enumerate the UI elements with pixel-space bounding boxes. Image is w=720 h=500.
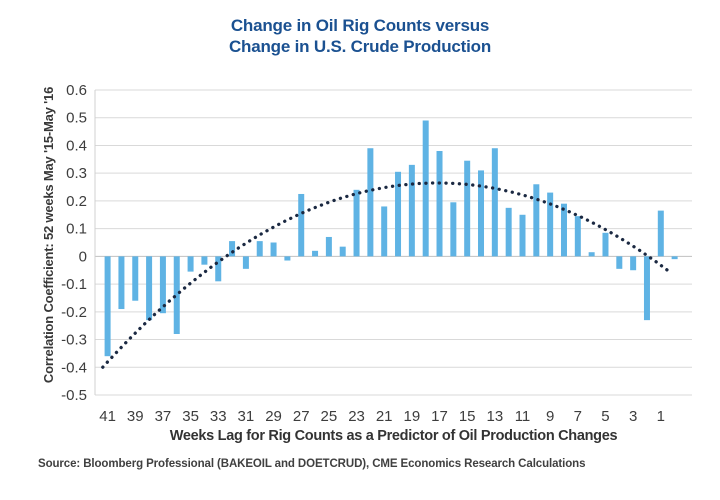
bar-week-18 (422, 120, 429, 257)
chart-title: Change in Oil Rig Counts versus Change i… (0, 15, 720, 57)
y-tick-label: 0.4 (66, 137, 87, 154)
y-tick-label: -0.5 (61, 387, 87, 404)
x-tick-label: 5 (601, 408, 609, 425)
bar-week-5 (602, 232, 609, 257)
x-tick-label: 15 (459, 408, 476, 425)
y-tick-label: -0.3 (61, 332, 87, 349)
bar-week-15 (464, 160, 471, 257)
y-tick-label: 0 (79, 248, 87, 265)
x-tick-label: 9 (546, 408, 554, 425)
bar-week-4 (616, 256, 623, 269)
y-tick-label: -0.2 (61, 304, 87, 321)
bar-week-33 (215, 256, 222, 282)
bar-week-22 (367, 148, 374, 257)
x-tick-label: 7 (574, 408, 582, 425)
bar-week-24 (339, 246, 346, 257)
bar-week-36 (173, 256, 180, 334)
bar-week-9 (547, 192, 554, 257)
bar-week-3 (630, 256, 637, 271)
x-tick-label: 29 (265, 408, 282, 425)
bar-week-6 (588, 252, 595, 257)
bar-week-38 (146, 256, 153, 321)
bar-week-25 (325, 236, 332, 257)
y-tick-label: 0.1 (66, 221, 87, 238)
bar-week-28 (284, 256, 291, 261)
chart-title-line1: Change in Oil Rig Counts versus (230, 16, 490, 35)
bar-week-27 (298, 193, 305, 257)
x-tick-label: 23 (348, 408, 365, 425)
bar-week-31 (242, 256, 249, 269)
bar-week-1 (657, 210, 664, 257)
bar-week-21 (381, 206, 388, 257)
bar-week-13 (491, 148, 498, 257)
x-tick-label: 3 (629, 408, 637, 425)
source-note: Source: Bloomberg Professional (BAKEOIL … (38, 458, 586, 470)
bar-week-11 (519, 214, 526, 257)
bar-week-35 (187, 256, 194, 272)
y-tick-label: 0.5 (66, 110, 87, 127)
bar-week-37 (159, 256, 166, 314)
x-tick-label: 19 (404, 408, 421, 425)
y-tick-label: 0.3 (66, 165, 87, 182)
y-tick-label: 0.2 (66, 193, 87, 210)
bar-week-8 (560, 203, 567, 257)
bar-week-40 (118, 256, 125, 310)
bar-week-2 (643, 256, 650, 321)
x-tick-label: 25 (321, 408, 338, 425)
bar-week-26 (312, 250, 319, 257)
bar-week-41 (104, 256, 111, 357)
x-tick-label: 11 (515, 408, 531, 425)
bar-week-17 (436, 151, 443, 257)
y-tick-label: 0.6 (66, 82, 87, 99)
x-tick-label: 37 (155, 408, 172, 425)
bar-week-7 (574, 216, 581, 257)
bar-week-16 (450, 202, 457, 257)
y-tick-label: -0.1 (61, 276, 87, 293)
x-tick-label: 1 (657, 408, 665, 425)
bar-week-39 (132, 256, 139, 301)
x-tick-label: 21 (376, 408, 393, 425)
bar-week-23 (353, 189, 360, 257)
x-tick-label: 39 (127, 408, 144, 425)
bar-week-0 (671, 256, 678, 260)
bar-week-30 (256, 241, 263, 257)
x-axis-title: Weeks Lag for Rig Counts as a Predictor … (169, 428, 618, 444)
x-tick-label: 13 (486, 408, 503, 425)
trend-dotted-line (101, 181, 669, 369)
bar-week-34 (201, 256, 208, 265)
bar-week-20 (395, 171, 402, 257)
bar-week-14 (478, 170, 485, 257)
bar-week-19 (408, 164, 415, 257)
x-tick-label: 31 (238, 408, 255, 425)
x-tick-label: 41 (99, 408, 116, 425)
bar-week-12 (505, 207, 512, 257)
x-tick-label: 27 (293, 408, 310, 425)
chart-title-line2: Change in U.S. Crude Production (228, 37, 492, 56)
bar-week-29 (270, 242, 277, 257)
x-tick-label: 33 (210, 408, 227, 425)
bar-week-32 (229, 241, 236, 257)
bar-week-10 (533, 184, 540, 257)
x-tick-label: 17 (431, 408, 448, 425)
y-tick-label: -0.4 (61, 359, 87, 376)
x-tick-label: 35 (182, 408, 199, 425)
